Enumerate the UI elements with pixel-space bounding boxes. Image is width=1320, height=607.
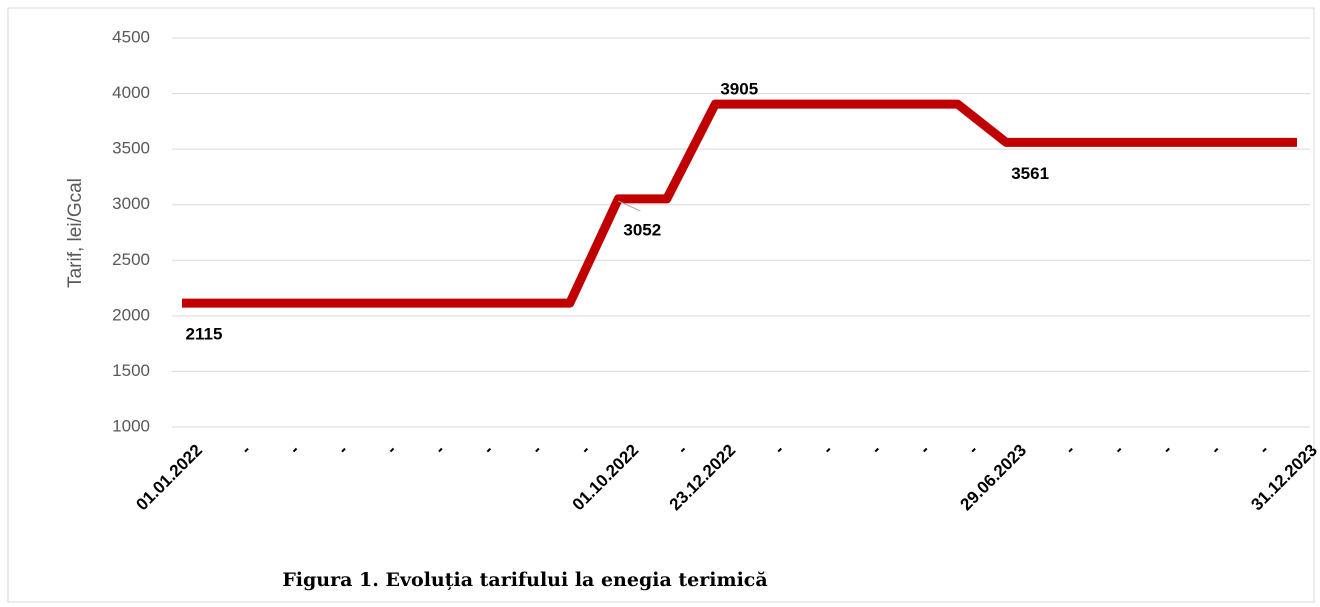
x-tick-label: - (1061, 441, 1078, 458)
y-tick-label: 3000 (112, 194, 150, 213)
x-tick-label: - (528, 441, 545, 458)
x-tick-label: - (867, 441, 884, 458)
line-series (182, 99, 1297, 308)
x-tick-label: - (673, 441, 690, 458)
chart-border (7, 7, 1315, 603)
x-tick-label: 23.12.2022 (666, 441, 740, 515)
y-tick-label: 1500 (112, 361, 150, 380)
y-tick-label: 3500 (112, 139, 150, 158)
data-label: 3052 (623, 220, 661, 239)
data-label: 2115 (186, 325, 223, 344)
x-tick-label: - (334, 441, 351, 458)
data-label: 3561 (1011, 164, 1049, 183)
x-tick-label: - (237, 441, 254, 458)
x-tick-label: - (382, 441, 399, 458)
x-tick-label: - (1255, 441, 1272, 458)
y-tick-label: 4000 (112, 83, 150, 102)
y-tick-label: 4500 (112, 27, 150, 46)
x-tick-label: - (916, 441, 933, 458)
x-tick-label: - (479, 441, 496, 458)
x-tick-label: - (770, 441, 787, 458)
y-tick-label: 2500 (112, 250, 150, 269)
x-tick-label: - (964, 441, 981, 458)
leader-line (618, 200, 641, 212)
y-axis-label: Tarif, lei/Gcal (65, 178, 86, 288)
x-tick-label: 31.12.2023 (1247, 441, 1320, 515)
x-tick-label: 01.01.2022 (132, 441, 206, 515)
data-label: 3905 (720, 80, 758, 99)
x-tick-label: 29.06.2023 (957, 441, 1031, 515)
x-tick-label: 01.10.2022 (569, 441, 643, 515)
x-tick-label: - (1110, 441, 1127, 458)
x-tick-label: - (286, 441, 303, 458)
y-tick-label: 1000 (112, 416, 150, 435)
x-tick-label: - (1207, 441, 1224, 458)
x-tick-label: - (819, 441, 836, 458)
x-tick-label: - (1158, 441, 1175, 458)
x-tick-label: - (431, 441, 448, 458)
x-tick-label: - (576, 441, 593, 458)
y-tick-label: 2000 (112, 305, 150, 324)
chart-title: Figura 1. Evoluția tarifului la enegia t… (282, 569, 767, 591)
